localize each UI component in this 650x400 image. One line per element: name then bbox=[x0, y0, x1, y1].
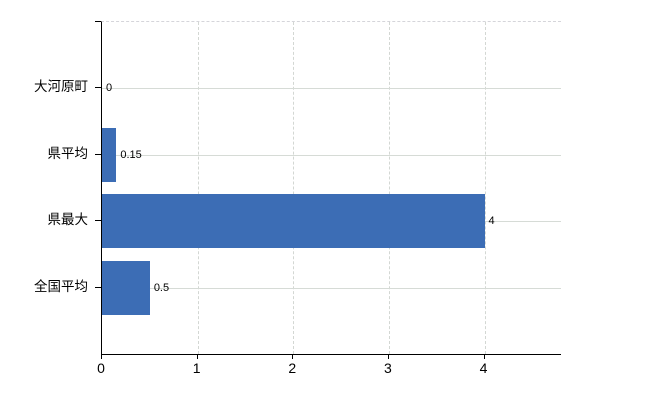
y-axis-tick bbox=[95, 21, 101, 22]
horizontal-gridline bbox=[102, 287, 561, 289]
vertical-gridline bbox=[293, 22, 295, 354]
category-label: 県最大 bbox=[47, 212, 89, 228]
x-axis-tick-label: 0 bbox=[97, 360, 105, 376]
value-label: 4 bbox=[488, 215, 495, 228]
bar-県最大 bbox=[102, 194, 485, 249]
vertical-gridline bbox=[388, 22, 390, 354]
x-axis-tick bbox=[196, 354, 198, 359]
category-label: 全国平均 bbox=[34, 278, 88, 294]
horizontal-gridline bbox=[102, 154, 561, 156]
vertical-gridline bbox=[484, 22, 486, 354]
x-axis-tick-label: 1 bbox=[192, 360, 201, 376]
x-axis-tick bbox=[101, 354, 102, 359]
y-axis-tick bbox=[95, 286, 101, 288]
y-axis-tick bbox=[95, 153, 101, 155]
x-axis-tick-label: 2 bbox=[288, 360, 297, 376]
x-axis-tick bbox=[483, 354, 485, 359]
y-axis-tick bbox=[95, 87, 101, 89]
value-label: 0 bbox=[106, 82, 113, 95]
x-axis-tick bbox=[387, 354, 389, 359]
bar-県平均 bbox=[102, 127, 117, 182]
bar-全国平均 bbox=[102, 260, 150, 315]
value-label: 0.5 bbox=[153, 281, 170, 294]
value-label: 0.15 bbox=[120, 148, 142, 161]
x-axis-tick-label: 3 bbox=[383, 360, 392, 376]
category-label: 大河原町 bbox=[34, 79, 88, 95]
horizontal-gridline bbox=[102, 88, 561, 90]
category-label: 県平均 bbox=[47, 145, 89, 161]
plot-area: 0 0.15 4 0.5 bbox=[101, 21, 561, 355]
x-axis-tick-label: 4 bbox=[479, 360, 488, 376]
vertical-gridline bbox=[197, 22, 199, 354]
x-axis-tick bbox=[292, 354, 294, 359]
y-axis-tick bbox=[95, 220, 101, 222]
